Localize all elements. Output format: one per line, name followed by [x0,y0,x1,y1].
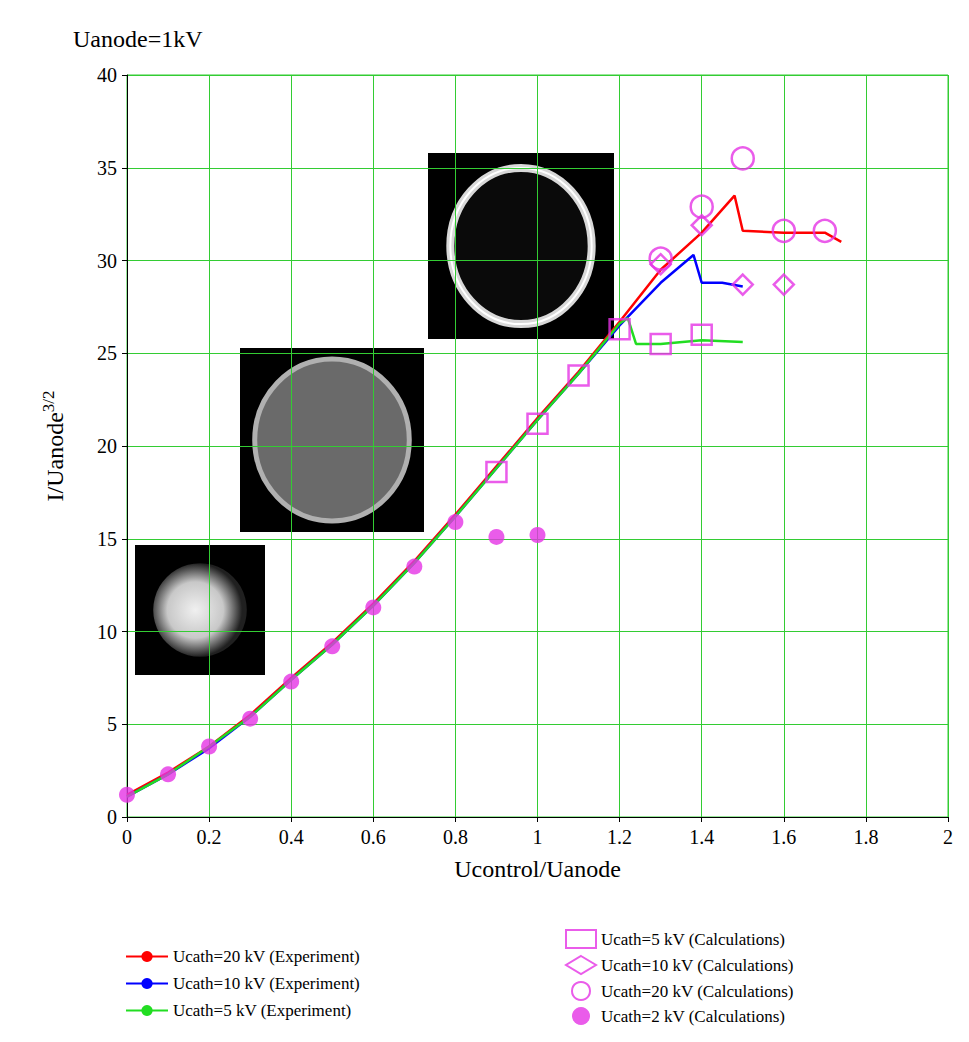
svg-text:Ucath=20 kV (Calculations): Ucath=20 kV (Calculations) [601,982,793,1001]
svg-text:2: 2 [943,826,953,848]
svg-text:Ucath=5 kV (Experiment): Ucath=5 kV (Experiment) [173,1001,351,1020]
svg-text:20: 20 [97,435,117,457]
svg-text:25: 25 [97,342,117,364]
svg-text:Ucath=10 kV (Experiment): Ucath=10 kV (Experiment) [173,974,360,993]
svg-text:Uanode=1kV: Uanode=1kV [73,26,203,52]
svg-text:I/Uanode: I/Uanode [42,412,68,501]
svg-text:0.4: 0.4 [279,826,304,848]
svg-text:1.8: 1.8 [853,826,878,848]
svg-text:Ucath=5 kV (Calculations): Ucath=5 kV (Calculations) [601,930,785,949]
svg-text:1.6: 1.6 [771,826,796,848]
svg-text:Ucontrol/Uanode: Ucontrol/Uanode [454,856,621,882]
svg-text:35: 35 [97,157,117,179]
svg-text:0: 0 [107,806,117,828]
svg-text:0: 0 [122,826,132,848]
svg-text:10: 10 [97,621,117,643]
svg-text:40: 40 [97,64,117,86]
svg-text:1.2: 1.2 [607,826,632,848]
svg-text:5: 5 [107,713,117,735]
svg-text:15: 15 [97,528,117,550]
svg-text:30: 30 [97,250,117,272]
svg-text:3/2: 3/2 [39,390,58,412]
svg-text:1.4: 1.4 [689,826,714,848]
svg-text:0.2: 0.2 [197,826,222,848]
svg-text:Ucath=20 kV (Experiment): Ucath=20 kV (Experiment) [173,947,360,966]
svg-text:Ucath=2 kV (Calculations): Ucath=2 kV (Calculations) [601,1007,785,1026]
svg-text:0.6: 0.6 [361,826,386,848]
svg-text:Ucath=10 kV (Calculations): Ucath=10 kV (Calculations) [601,956,793,975]
svg-text:0.8: 0.8 [443,826,468,848]
svg-text:1: 1 [533,826,543,848]
